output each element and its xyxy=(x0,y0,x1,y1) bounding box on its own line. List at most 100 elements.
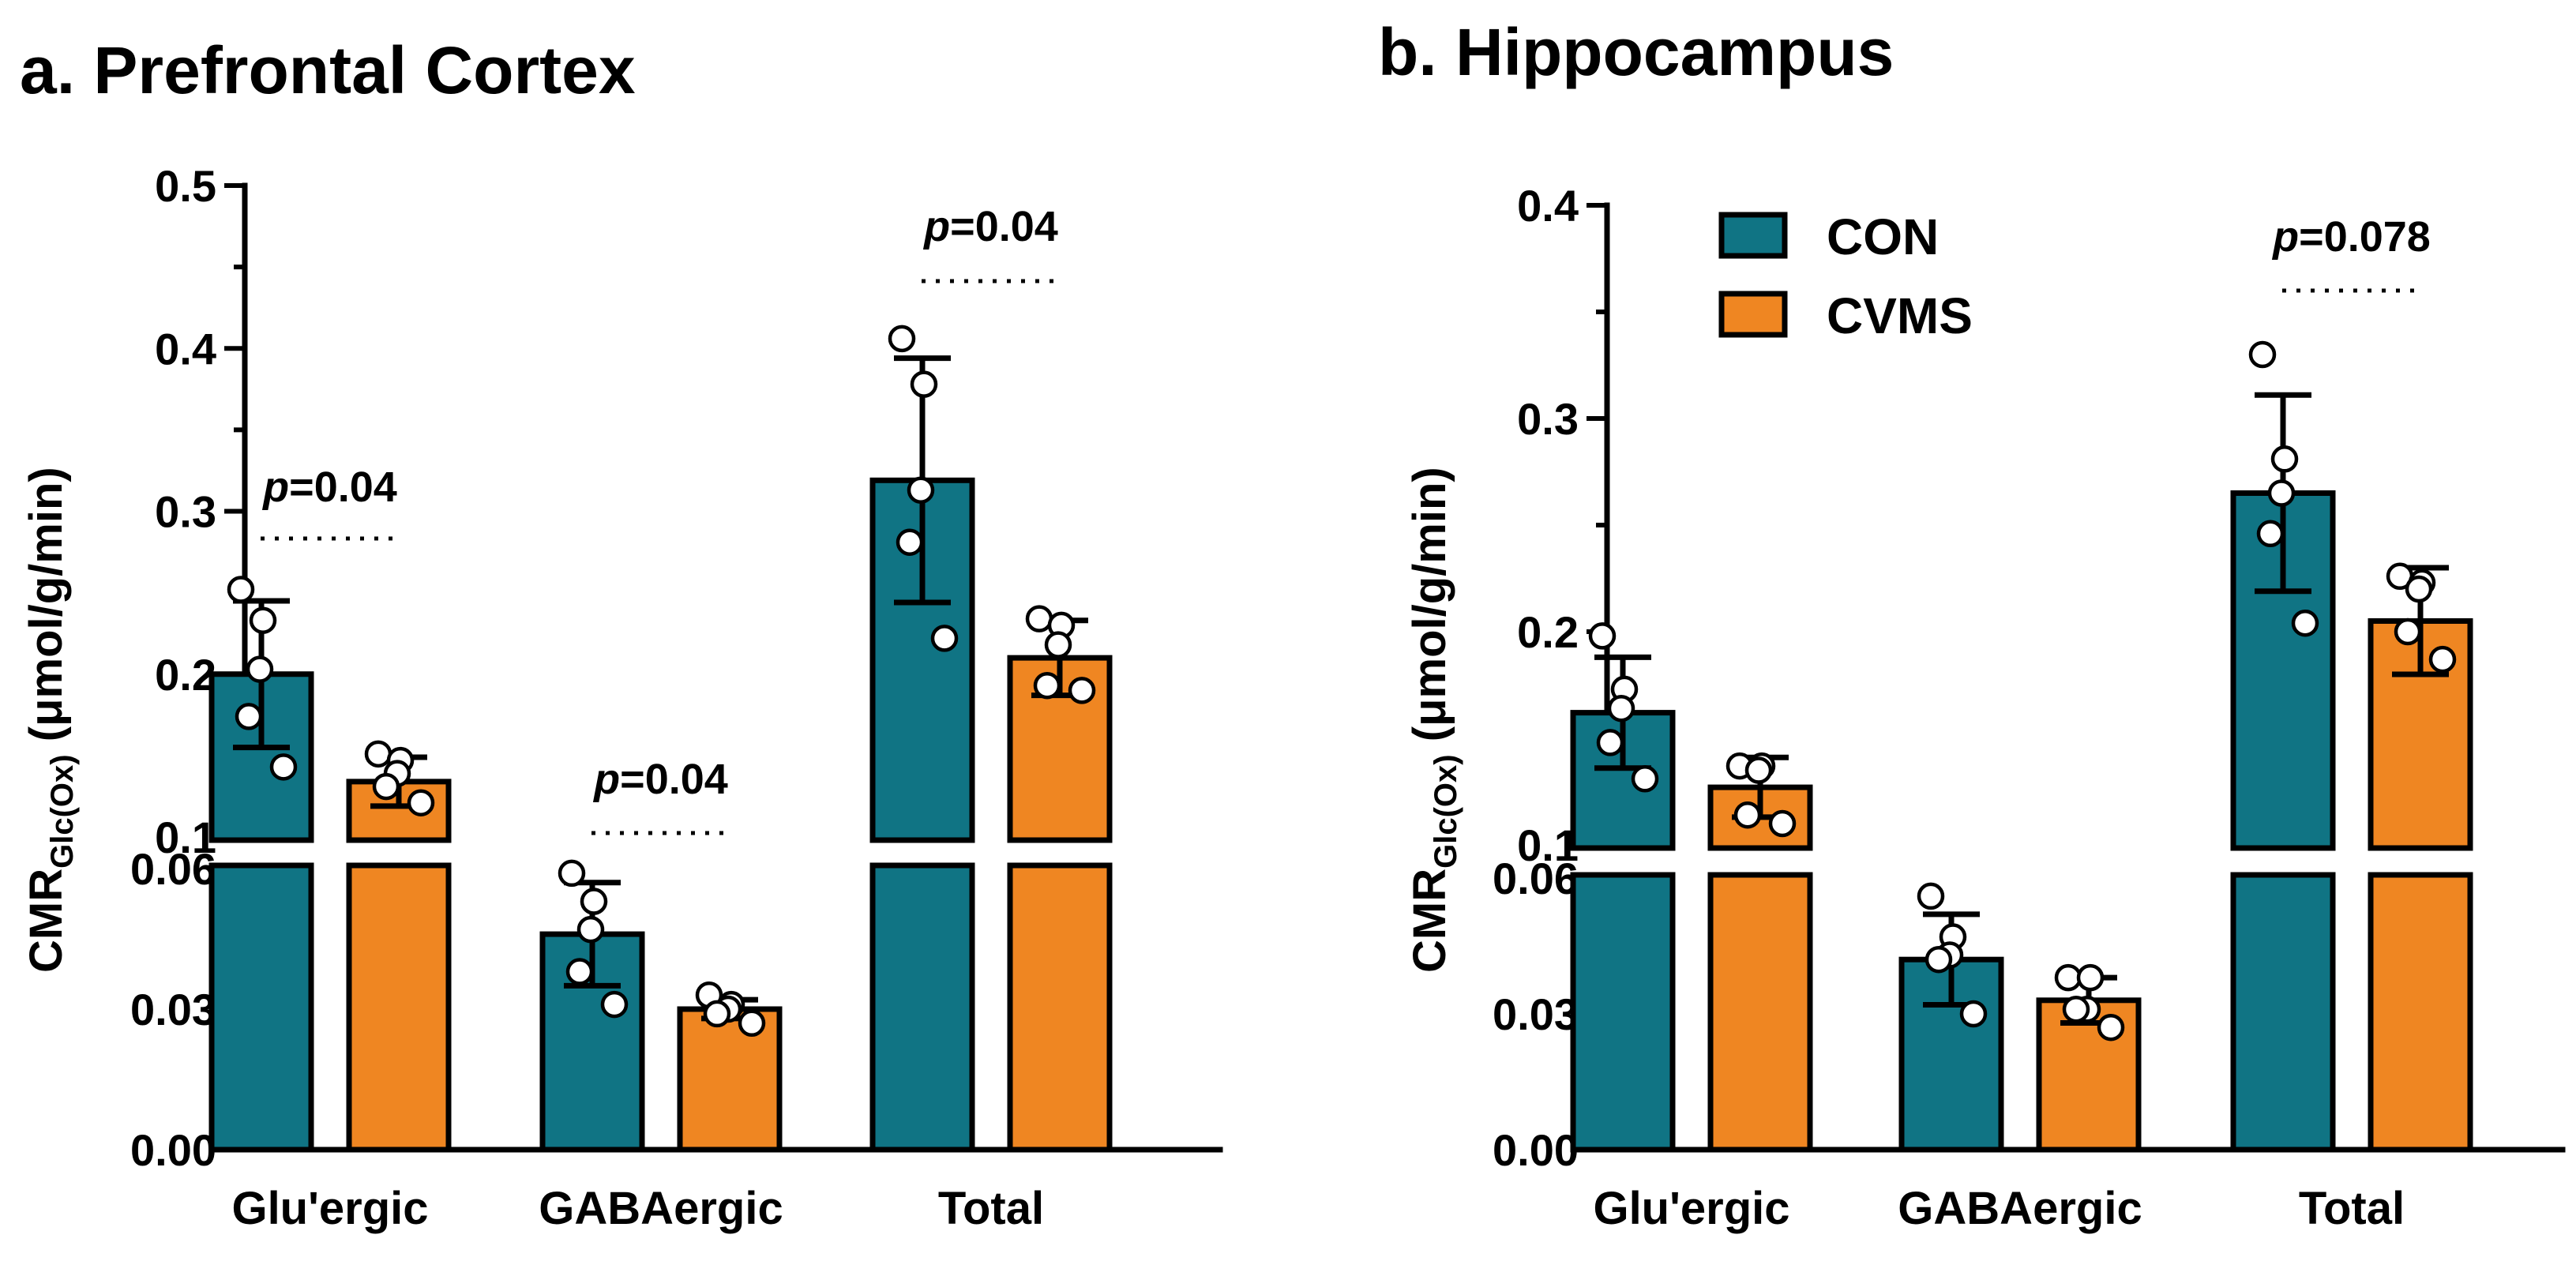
data-point xyxy=(558,859,586,888)
bar-cvms-lower xyxy=(346,862,452,1153)
bars xyxy=(1570,490,2473,1153)
data-point xyxy=(1588,622,1617,650)
data-point xyxy=(1068,677,1096,704)
data-point xyxy=(888,325,916,353)
data-point xyxy=(249,606,277,634)
data-point xyxy=(565,958,594,985)
y-tick-label: 0.2 xyxy=(155,650,216,700)
data-point xyxy=(1744,756,1773,784)
y-axis-label-main: CMR xyxy=(1404,869,1455,973)
data-point xyxy=(235,703,263,730)
p-value: =0.04 xyxy=(950,203,1058,250)
data-point xyxy=(2248,340,2277,369)
bar-con-lower xyxy=(2230,872,2336,1153)
p-value: =0.078 xyxy=(2299,213,2431,261)
y-tick-label: 0.3 xyxy=(1517,394,1579,444)
x-tick-label: Total xyxy=(938,1183,1044,1234)
data-point xyxy=(930,625,959,652)
x-tick-label: Glu'ergic xyxy=(1593,1183,1789,1234)
significance-label: p=0.078 xyxy=(2271,213,2431,261)
data-point xyxy=(2270,445,2299,473)
data-points xyxy=(1588,340,2457,1041)
y-tick-label: 0.5 xyxy=(155,161,216,211)
legend-swatch-cvms xyxy=(1718,291,1788,338)
y-axis-title: CMRGlc(Ox) (μmol/g/min) xyxy=(1404,467,1463,973)
y-tick-label: 0.4 xyxy=(1517,181,1579,231)
bar-cvms-lower xyxy=(1007,862,1113,1153)
y-axis-label: CMRGlc(Ox) (μmol/g/min) xyxy=(1404,467,1463,973)
legend-swatch-con xyxy=(1718,212,1788,259)
data-point xyxy=(1044,631,1072,659)
y-tick-label: 0.4 xyxy=(155,324,216,373)
y-axis-title: CMRGlc(Ox) (μmol/g/min) xyxy=(21,467,80,973)
y-axis-label-sub: Glc(Ox) xyxy=(45,754,80,868)
data-point xyxy=(576,915,605,944)
y-tick-label: 0.00 xyxy=(1493,1125,1579,1175)
legend-label-cvms: CVMS xyxy=(1827,287,1973,344)
data-point xyxy=(2054,963,2082,992)
bar-cvms xyxy=(677,1006,783,1153)
y-tick-label: 0.06 xyxy=(1493,854,1579,903)
data-point xyxy=(2267,479,2296,507)
x-tick-label: GABAergic xyxy=(1898,1183,2142,1234)
y-axis-label-unit: (μmol/g/min) xyxy=(21,467,72,754)
data-point xyxy=(2291,609,2319,637)
y-axis-label-main: CMR xyxy=(21,869,72,973)
y-tick-label: 0.00 xyxy=(130,1125,216,1175)
y-axis-label-sub: Glc(Ox) xyxy=(1429,754,1463,868)
bar-con-lower xyxy=(208,862,314,1153)
data-point xyxy=(407,789,435,816)
y-tick-label: 0.03 xyxy=(130,985,216,1034)
data-point xyxy=(2062,996,2090,1023)
y-tick-label: 0.03 xyxy=(1493,989,1579,1039)
y-tick-label: 0.1 xyxy=(155,813,216,862)
data-point xyxy=(2394,617,2422,646)
data-point xyxy=(269,753,298,781)
p-value: =0.04 xyxy=(620,756,728,803)
x-tick-label: GABAergic xyxy=(539,1183,783,1234)
data-point xyxy=(1631,765,1659,793)
bar-cvms-lower xyxy=(1707,872,1813,1153)
bar-con-upper xyxy=(869,477,975,843)
data-point xyxy=(2256,520,2285,548)
data-points xyxy=(227,325,1096,1038)
data-point xyxy=(2405,575,2433,603)
data-point xyxy=(1924,945,1953,974)
bar-cvms-lower xyxy=(2368,872,2473,1153)
data-point xyxy=(372,772,400,801)
significance-label: p=0.04 xyxy=(592,756,728,803)
bar-con-lower xyxy=(1570,872,1676,1153)
bar-con-lower xyxy=(869,862,975,1153)
significance-label: p=0.04 xyxy=(922,203,1058,250)
p-symbol: p xyxy=(592,756,620,803)
x-tick-label: Glu'ergic xyxy=(231,1183,428,1234)
panel-hippocampus: b. Hippocampus CMRGlc(Ox) (μmol/g/min) 0… xyxy=(1378,15,2566,1234)
y-tick-label: 0.1 xyxy=(1517,820,1579,870)
legend-label-con: CON xyxy=(1827,208,1939,265)
data-point xyxy=(896,528,924,556)
data-point xyxy=(1025,605,1053,632)
panel-prefrontal-cortex: a. Prefrontal Cortex CMRGlc(Ox) (μmol/g/… xyxy=(20,33,1223,1234)
data-point xyxy=(364,740,392,768)
y-axis-label: CMRGlc(Ox) (μmol/g/min) xyxy=(21,467,80,973)
data-point xyxy=(2428,645,2457,674)
x-tick-label: Total xyxy=(2299,1183,2405,1234)
p-symbol: p xyxy=(261,463,289,511)
data-point xyxy=(600,990,629,1019)
data-point xyxy=(1607,694,1635,722)
data-point xyxy=(910,370,938,398)
data-point xyxy=(738,1009,766,1038)
data-point xyxy=(580,888,608,915)
data-point xyxy=(1768,809,1797,838)
data-point xyxy=(907,476,935,504)
category-labels: Glu'ergic GABAergic Total xyxy=(231,1183,1044,1234)
y-tick-label: 0.2 xyxy=(1517,607,1579,657)
y-tick-label: 0.3 xyxy=(155,487,216,537)
data-point xyxy=(1033,671,1061,700)
data-point xyxy=(703,1000,731,1028)
panel-title: b. Hippocampus xyxy=(1378,15,1894,89)
data-point xyxy=(1733,801,1762,829)
data-point xyxy=(2076,963,2105,992)
panel-title: a. Prefrontal Cortex xyxy=(20,33,636,107)
